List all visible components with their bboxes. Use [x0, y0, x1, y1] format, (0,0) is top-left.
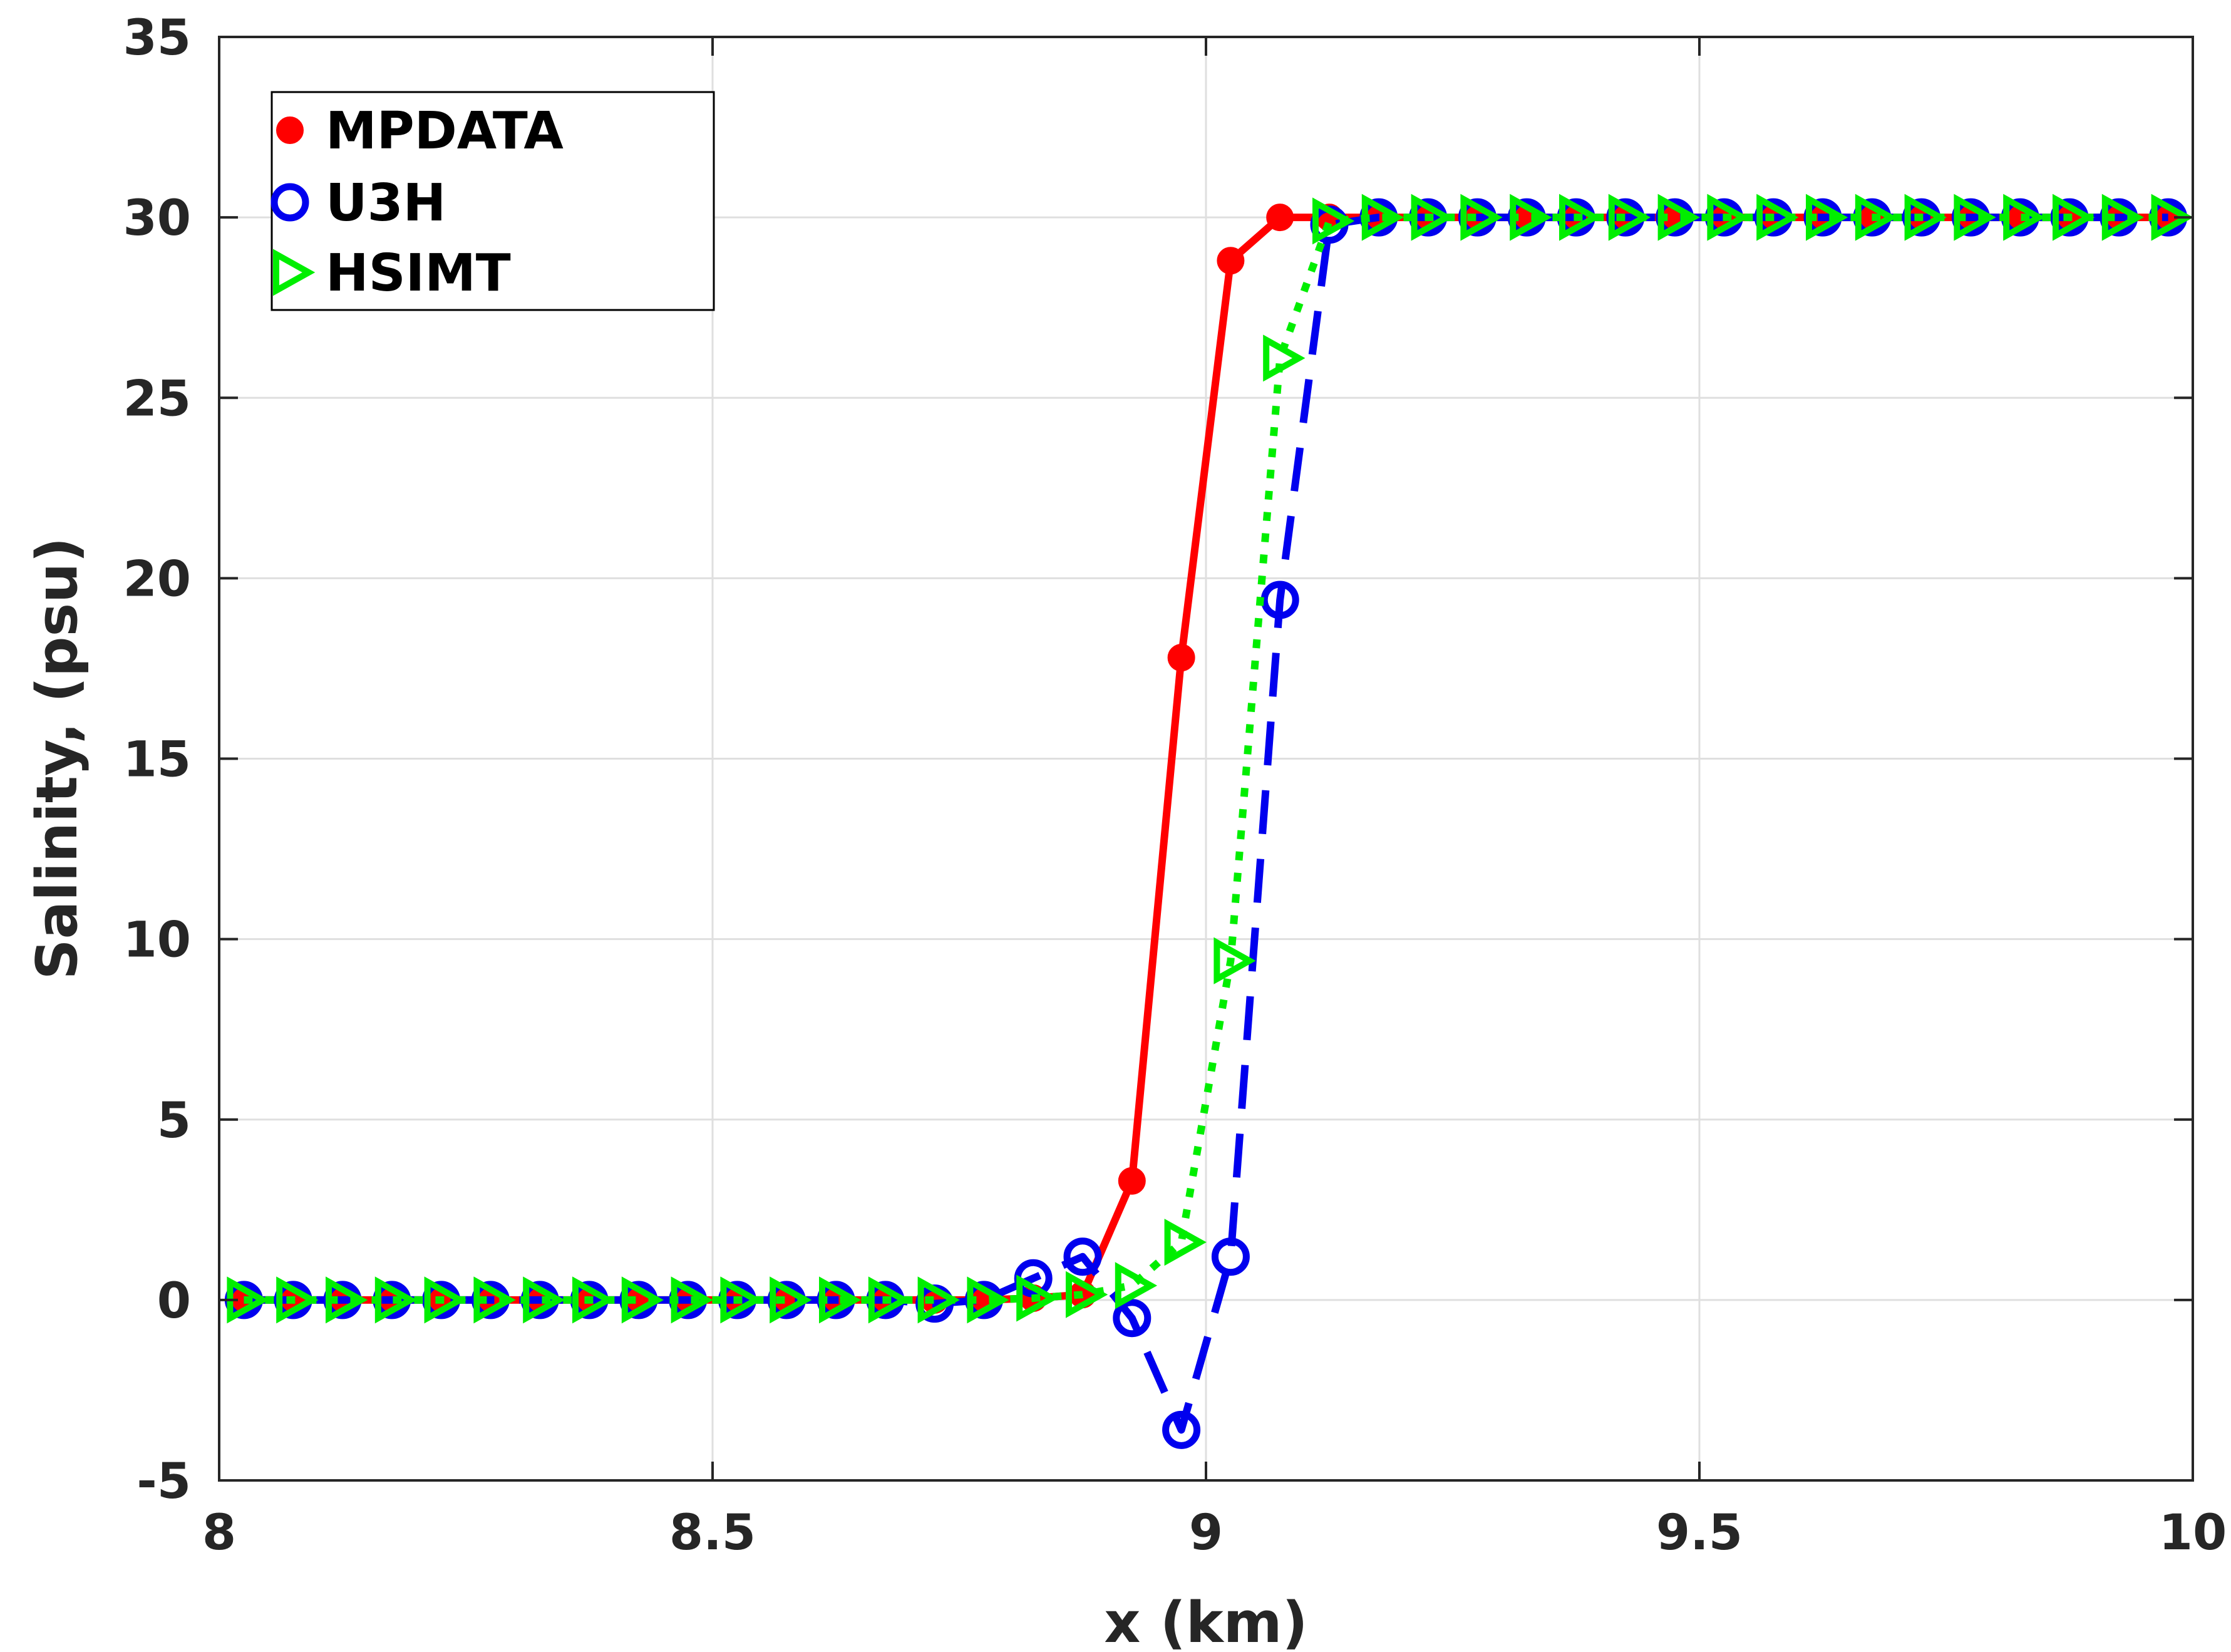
data-point	[1211, 1237, 1250, 1276]
data-point	[1904, 194, 1947, 241]
grid	[219, 37, 2193, 1480]
data-point	[523, 1276, 565, 1324]
data-point	[276, 1276, 319, 1324]
data-point	[1167, 644, 1195, 672]
y-tick-label: 25	[123, 371, 191, 427]
data-point	[1954, 194, 1996, 241]
data-point	[1016, 1274, 1059, 1322]
data-point	[967, 1276, 1009, 1324]
data-point	[473, 1276, 516, 1324]
data-point	[1266, 204, 1294, 232]
data-point	[917, 1276, 960, 1324]
data-point	[868, 1276, 911, 1324]
data-point	[2101, 194, 2145, 241]
data-point	[1066, 1271, 1108, 1318]
data-point	[621, 1276, 664, 1324]
data-point	[1460, 194, 1503, 241]
data-point	[770, 1276, 812, 1324]
x-tick-label: 9	[1189, 1505, 1223, 1561]
data-point	[2151, 194, 2193, 241]
data-point	[2053, 194, 2095, 241]
data-point	[1260, 581, 1299, 619]
legend-label-u3h: U3H	[326, 173, 446, 233]
series-hsimt	[227, 194, 2193, 1324]
data-point	[1559, 194, 1602, 241]
data-point	[1118, 1167, 1146, 1195]
data-point	[1063, 1237, 1102, 1276]
legend-marker-hsimt	[273, 249, 316, 296]
data-point	[819, 1276, 862, 1324]
legend-label-hsimt: HSIMT	[326, 244, 511, 303]
y-tick-label: 10	[123, 912, 191, 969]
data-point	[1164, 1219, 1207, 1266]
data-point	[2003, 194, 2046, 241]
data-point	[1115, 1262, 1158, 1309]
y-tick-label: 15	[123, 732, 191, 788]
data-point	[1263, 334, 1306, 382]
x-axis-title: x (km)	[1104, 1590, 1307, 1652]
data-point	[1510, 194, 1552, 241]
y-tick-label: 20	[123, 551, 191, 607]
data-point	[374, 1276, 418, 1324]
data-point	[1608, 194, 1651, 241]
data-point	[1162, 1410, 1201, 1449]
y-tick-label: 35	[123, 10, 191, 66]
data-point	[1806, 194, 1848, 241]
y-tick-label: 5	[157, 1093, 191, 1149]
x-tick-label: 10	[2159, 1505, 2227, 1561]
y-axis-title: Salinity, (psu)	[24, 537, 90, 980]
legend-label-mpdata: MPDATA	[326, 101, 564, 161]
y-tick-label: 0	[157, 1273, 191, 1329]
data-point	[720, 1276, 763, 1324]
data-point	[1213, 937, 1256, 984]
y-tick-label: 30	[123, 190, 191, 247]
legend-marker-mpdata	[276, 116, 304, 144]
data-point	[671, 1276, 713, 1324]
data-point	[1312, 197, 1355, 245]
axis-ticks: 8 8.5 9 9.5 10 -5 0 5 10 15 20 25 30 35	[123, 10, 2227, 1561]
data-point	[572, 1276, 615, 1324]
data-point	[1707, 194, 1749, 241]
legend-box	[271, 91, 715, 311]
data-point	[326, 1276, 368, 1324]
x-tick-label: 8	[202, 1505, 236, 1561]
data-point	[424, 1276, 466, 1324]
x-tick-label: 9.5	[1656, 1505, 1743, 1561]
data-point	[1411, 194, 1453, 241]
data-point	[1855, 194, 1898, 241]
data-point	[1361, 194, 1404, 241]
y-tick-label: -5	[137, 1453, 191, 1510]
data-point	[1756, 194, 1799, 241]
data-point	[1217, 247, 1245, 275]
legend-marker-u3h	[271, 183, 309, 222]
data-point	[1657, 194, 1700, 241]
legend: MPDATA U3H HSIMT	[271, 91, 715, 311]
data-point	[1113, 1299, 1152, 1338]
x-tick-label: 8.5	[669, 1505, 756, 1561]
